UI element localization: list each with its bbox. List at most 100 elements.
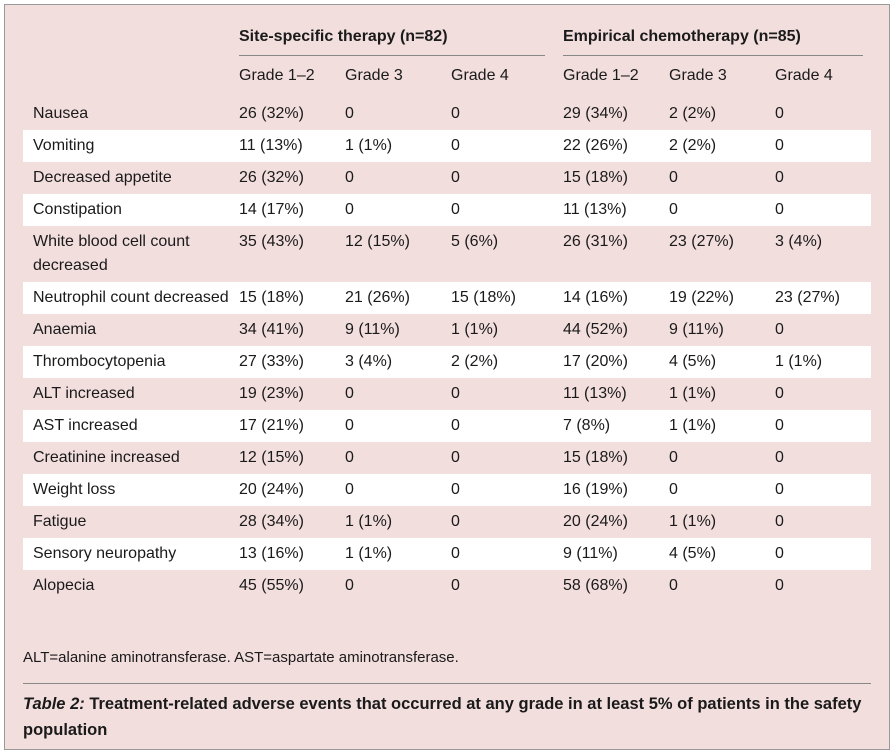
cell: 0 — [335, 378, 441, 410]
cell: 15 (18%) — [553, 442, 659, 474]
cell: 20 (24%) — [229, 474, 335, 506]
cell: 1 (1%) — [335, 130, 441, 162]
cell: 9 (11%) — [553, 538, 659, 570]
caption-label: Table 2: — [23, 695, 85, 713]
cell: 0 — [335, 194, 441, 226]
cell: 1 (1%) — [659, 378, 765, 410]
row-label: Nausea — [23, 98, 229, 130]
cell: 45 (55%) — [229, 570, 335, 602]
table-row: Vomiting 11 (13%) 1 (1%) 0 22 (26%) 2 (2%) 0 — [23, 130, 871, 162]
cell: 14 (16%) — [553, 282, 659, 314]
cell: 26 (32%) — [229, 162, 335, 194]
cell: 13 (16%) — [229, 538, 335, 570]
corner — [23, 56, 229, 98]
cell: 0 — [335, 570, 441, 602]
cell: 2 (2%) — [659, 98, 765, 130]
cell: 35 (43%) — [229, 226, 335, 282]
cell: 7 (8%) — [553, 410, 659, 442]
cell: 23 (27%) — [659, 226, 765, 282]
row-label: Sensory neuropathy — [23, 538, 229, 570]
cell: 1 (1%) — [441, 314, 553, 346]
cell: 0 — [765, 442, 871, 474]
caption-text: Treatment-related adverse events that oc… — [23, 695, 862, 739]
cell: 1 (1%) — [765, 346, 871, 378]
table-row: Thrombocytopenia 27 (33%) 3 (4%) 2 (2%) 17 (… — [23, 346, 871, 378]
cell: 0 — [441, 410, 553, 442]
row-label: Vomiting — [23, 130, 229, 162]
cell: 0 — [335, 162, 441, 194]
cell: 0 — [659, 474, 765, 506]
cell: 0 — [659, 162, 765, 194]
cell: 0 — [441, 194, 553, 226]
adverse-events-table: Site-specific therapy (n=82) Empirical ch… — [23, 21, 871, 602]
row-label: Creatinine increased — [23, 442, 229, 474]
table-row: Anaemia 34 (41%) 9 (11%) 1 (1%) 44 (52%) 9 (1… — [23, 314, 871, 346]
cell: 27 (33%) — [229, 346, 335, 378]
cell: 12 (15%) — [335, 226, 441, 282]
cell: 14 (17%) — [229, 194, 335, 226]
cell: 0 — [765, 506, 871, 538]
cell: 58 (68%) — [553, 570, 659, 602]
cell: 21 (26%) — [335, 282, 441, 314]
table-row: Weight loss 20 (24%) 0 0 16 (19%) 0 0 — [23, 474, 871, 506]
cell: 19 (23%) — [229, 378, 335, 410]
cell: 11 (13%) — [553, 378, 659, 410]
column-header: Grade 3 — [669, 67, 727, 84]
cell: 9 (11%) — [659, 314, 765, 346]
cell: 23 (27%) — [765, 282, 871, 314]
cell: 2 (2%) — [441, 346, 553, 378]
cell: 0 — [765, 538, 871, 570]
column-header: Grade 1–2 — [563, 67, 639, 84]
table-row: Constipation 14 (17%) 0 0 11 (13%) 0 0 — [23, 194, 871, 226]
row-label: ALT increased — [23, 378, 229, 410]
cell: 11 (13%) — [553, 194, 659, 226]
caption: Table 2: Treatment-related adverse event… — [23, 691, 863, 743]
row-label: Alopecia — [23, 570, 229, 602]
cell: 4 (5%) — [659, 538, 765, 570]
row-label: Fatigue — [23, 506, 229, 538]
cell: 0 — [441, 570, 553, 602]
table-row: AST increased 17 (21%) 0 0 7 (8%) 1 (1%) 0 — [23, 410, 871, 442]
group-header: Empirical chemotherapy (n=85) — [563, 25, 863, 56]
rule — [23, 683, 871, 684]
cell: 0 — [765, 98, 871, 130]
cell: 0 — [335, 474, 441, 506]
cell: 34 (41%) — [229, 314, 335, 346]
cell: 26 (31%) — [553, 226, 659, 282]
table-row: Neutrophil count decreased 15 (18%) 21 (26… — [23, 282, 871, 314]
cell: 19 (22%) — [659, 282, 765, 314]
cell: 0 — [335, 442, 441, 474]
cell: 1 (1%) — [659, 506, 765, 538]
row-label: Decreased appetite — [23, 162, 229, 194]
table-row: Sensory neuropathy 13 (16%) 1 (1%) 0 9 (11%)… — [23, 538, 871, 570]
cell: 1 (1%) — [335, 506, 441, 538]
table-row: Decreased appetite 26 (32%) 0 0 15 (18%) 0 0 — [23, 162, 871, 194]
cell: 2 (2%) — [659, 130, 765, 162]
column-header: Grade 4 — [775, 67, 833, 84]
cell: 15 (18%) — [441, 282, 553, 314]
cell: 0 — [441, 130, 553, 162]
table-row: ALT increased 19 (23%) 0 0 11 (13%) 1 (1%) 0 — [23, 378, 871, 410]
column-header: Grade 4 — [451, 67, 509, 84]
cell: 5 (6%) — [441, 226, 553, 282]
cell: 11 (13%) — [229, 130, 335, 162]
table-panel: Site-specific therapy (n=82) Empirical ch… — [4, 4, 890, 750]
cell: 0 — [441, 98, 553, 130]
cell: 3 (4%) — [335, 346, 441, 378]
cell: 4 (5%) — [659, 346, 765, 378]
cell: 29 (34%) — [553, 98, 659, 130]
cell: 0 — [441, 538, 553, 570]
table-row: Creatinine increased 12 (15%) 0 0 15 (18%) 0 0 — [23, 442, 871, 474]
table-row: Fatigue 28 (34%) 1 (1%) 0 20 (24%) 1 (1%) 0 — [23, 506, 871, 538]
cell: 0 — [441, 378, 553, 410]
cell: 0 — [659, 442, 765, 474]
cell: 0 — [765, 474, 871, 506]
cell: 0 — [765, 410, 871, 442]
cell: 0 — [659, 194, 765, 226]
cell: 0 — [441, 162, 553, 194]
cell: 3 (4%) — [765, 226, 871, 282]
cell: 9 (11%) — [335, 314, 441, 346]
cell: 12 (15%) — [229, 442, 335, 474]
cell: 0 — [765, 162, 871, 194]
cell: 0 — [335, 98, 441, 130]
